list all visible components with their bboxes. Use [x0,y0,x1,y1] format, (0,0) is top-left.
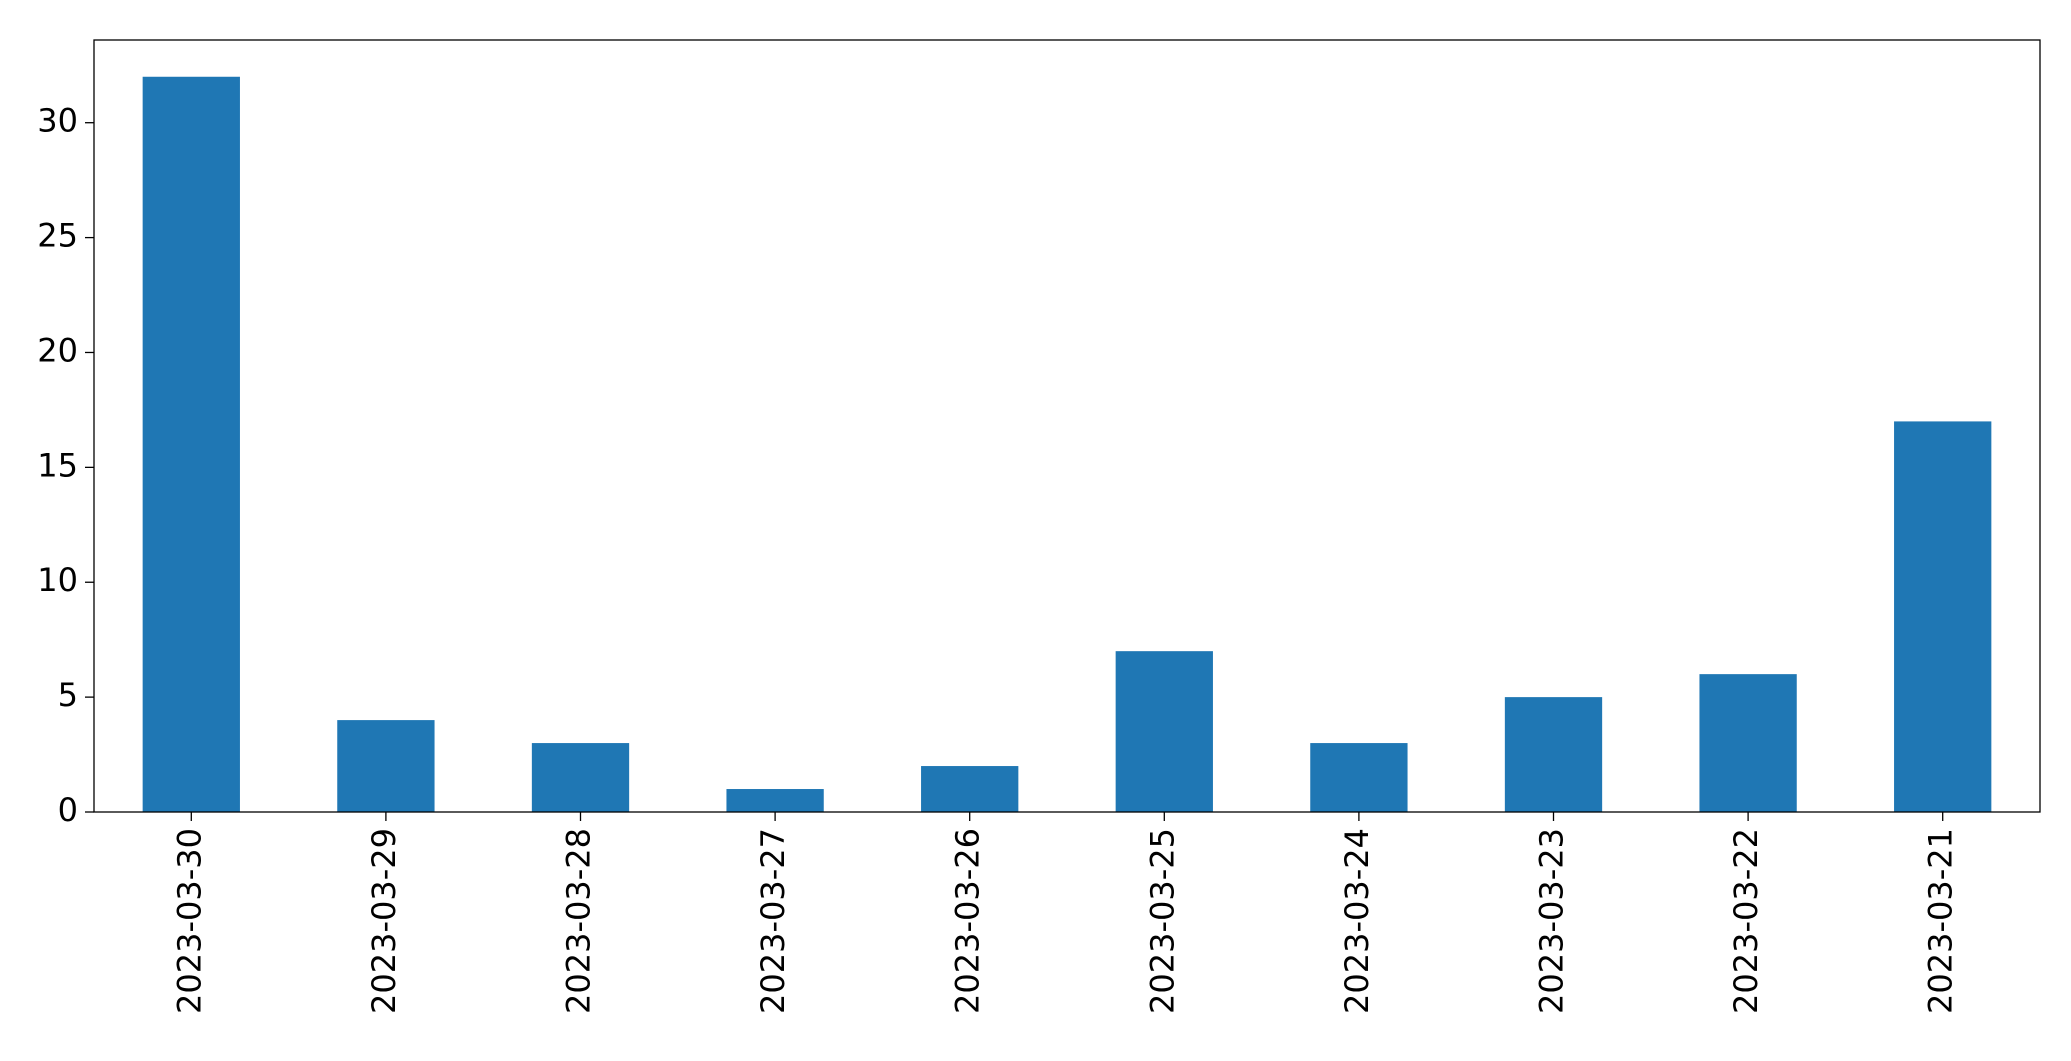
bar [1504,697,1603,812]
y-tick-label: 0 [58,791,78,829]
y-tick-label: 10 [37,561,78,599]
y-tick-label: 20 [37,331,78,369]
y-tick-label: 25 [37,217,78,255]
bar [531,743,630,812]
bar [337,720,435,812]
bar [1115,651,1213,812]
bar [142,76,240,812]
x-tick-label: 2023-03-24 [1338,828,1376,1014]
x-tick-label: 2023-03-29 [365,828,403,1014]
bar [1699,674,1797,812]
x-tick-label: 2023-03-30 [170,828,208,1014]
y-tick-label: 30 [37,102,78,140]
x-tick-label: 2023-03-21 [1922,828,1960,1014]
x-tick-label: 2023-03-22 [1727,828,1765,1014]
x-tick-label: 2023-03-26 [949,828,987,1014]
x-tick-label: 2023-03-27 [754,828,792,1014]
y-tick-label: 5 [58,676,78,714]
bar [921,766,1019,812]
y-tick-label: 15 [37,446,78,484]
bar [1894,421,1992,812]
axes-frame [93,39,2041,813]
bar [726,789,824,812]
x-tick-label: 2023-03-28 [560,828,598,1014]
bar [1310,743,1408,812]
x-tick-label: 2023-03-25 [1143,828,1181,1014]
x-tick-label: 2023-03-23 [1533,828,1571,1014]
